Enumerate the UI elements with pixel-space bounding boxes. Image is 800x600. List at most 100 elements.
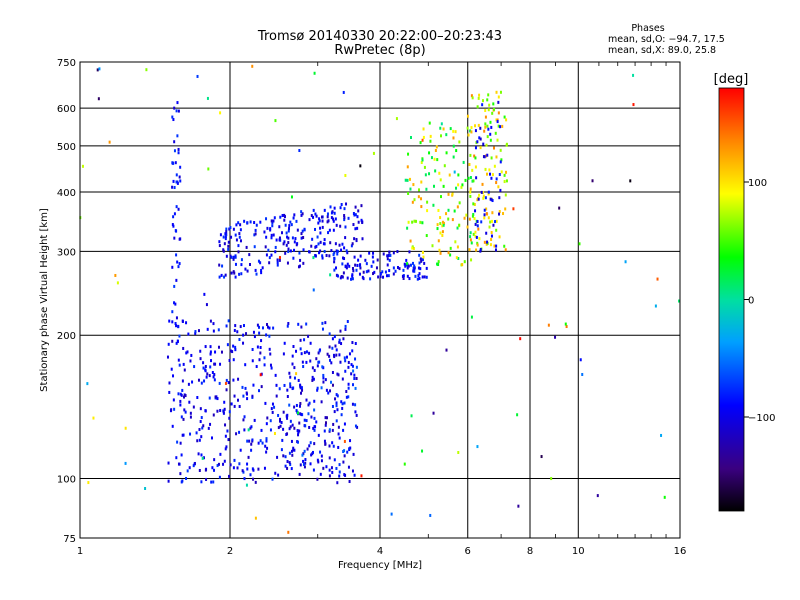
data-point <box>348 447 351 451</box>
data-point <box>323 429 326 433</box>
data-point <box>312 426 315 430</box>
data-point <box>277 413 280 417</box>
data-point <box>346 276 349 280</box>
data-point <box>489 132 492 136</box>
data-point <box>307 412 310 416</box>
data-point <box>487 93 490 97</box>
data-point <box>316 235 319 239</box>
data-point <box>176 440 179 444</box>
data-point <box>484 125 487 129</box>
data-point <box>497 185 500 189</box>
data-point <box>209 350 212 354</box>
chart-subtitle: RwPretec (8p) <box>334 43 425 58</box>
data-point <box>395 117 398 121</box>
data-point <box>243 415 246 419</box>
data-point <box>488 168 491 172</box>
data-point <box>334 344 337 348</box>
data-point <box>330 216 333 220</box>
data-point <box>177 325 180 329</box>
data-point <box>240 258 243 262</box>
data-point <box>211 466 214 470</box>
data-point <box>303 228 306 232</box>
data-point <box>327 391 330 395</box>
data-point <box>317 242 320 246</box>
data-point <box>471 96 474 100</box>
data-point <box>209 422 212 426</box>
data-point <box>432 411 435 415</box>
data-point <box>329 273 332 277</box>
data-point <box>482 196 485 200</box>
data-point <box>418 253 421 257</box>
data-point <box>305 350 308 354</box>
data-point <box>343 422 346 426</box>
data-point <box>338 436 341 440</box>
data-point <box>328 468 331 472</box>
data-point <box>276 455 279 459</box>
data-point <box>328 332 331 336</box>
data-point <box>202 456 205 460</box>
data-point <box>274 250 277 254</box>
data-point <box>343 216 346 220</box>
data-point <box>227 244 230 248</box>
data-point <box>466 114 469 118</box>
data-point <box>337 425 340 429</box>
data-point <box>436 158 439 162</box>
data-point <box>423 165 426 169</box>
data-point <box>260 385 263 389</box>
data-point <box>351 277 354 281</box>
data-point <box>470 94 473 98</box>
data-point <box>411 200 414 204</box>
data-point <box>483 213 486 217</box>
data-point <box>335 273 338 277</box>
data-point <box>329 241 332 245</box>
data-point <box>208 396 211 400</box>
data-point <box>295 372 298 376</box>
data-point <box>494 220 497 224</box>
data-point <box>461 263 464 267</box>
data-point <box>236 398 239 402</box>
data-point <box>256 345 259 349</box>
data-point <box>436 227 439 231</box>
data-point <box>283 218 286 222</box>
x-tick-label: 4 <box>377 546 383 557</box>
data-point <box>177 207 180 211</box>
data-point <box>333 206 336 210</box>
data-point <box>199 349 202 353</box>
data-point <box>145 68 148 72</box>
data-point <box>347 216 350 220</box>
data-point <box>396 250 399 254</box>
data-point <box>354 263 357 267</box>
data-point <box>336 249 339 253</box>
data-point <box>333 260 336 264</box>
data-point <box>356 263 359 267</box>
data-point <box>474 129 477 133</box>
data-point <box>437 263 440 267</box>
data-point <box>336 372 339 376</box>
data-point <box>242 324 245 328</box>
data-point <box>351 273 354 277</box>
data-point <box>351 402 354 406</box>
data-point <box>470 126 473 130</box>
data-point <box>172 398 175 402</box>
data-point <box>218 275 221 279</box>
data-point <box>313 416 316 420</box>
data-point <box>235 238 238 242</box>
data-point <box>297 322 300 326</box>
data-point <box>491 173 494 177</box>
data-point <box>204 345 207 349</box>
data-point <box>230 255 233 259</box>
data-point <box>173 301 176 305</box>
data-point <box>332 444 335 448</box>
data-point <box>265 450 268 454</box>
data-point <box>420 180 423 184</box>
data-point <box>320 400 323 404</box>
data-point <box>287 241 290 245</box>
data-point <box>335 401 338 405</box>
data-point <box>337 445 340 449</box>
data-point <box>266 416 269 420</box>
data-point <box>331 441 334 445</box>
data-point <box>344 264 347 268</box>
data-point <box>343 454 346 458</box>
data-point <box>343 257 346 261</box>
